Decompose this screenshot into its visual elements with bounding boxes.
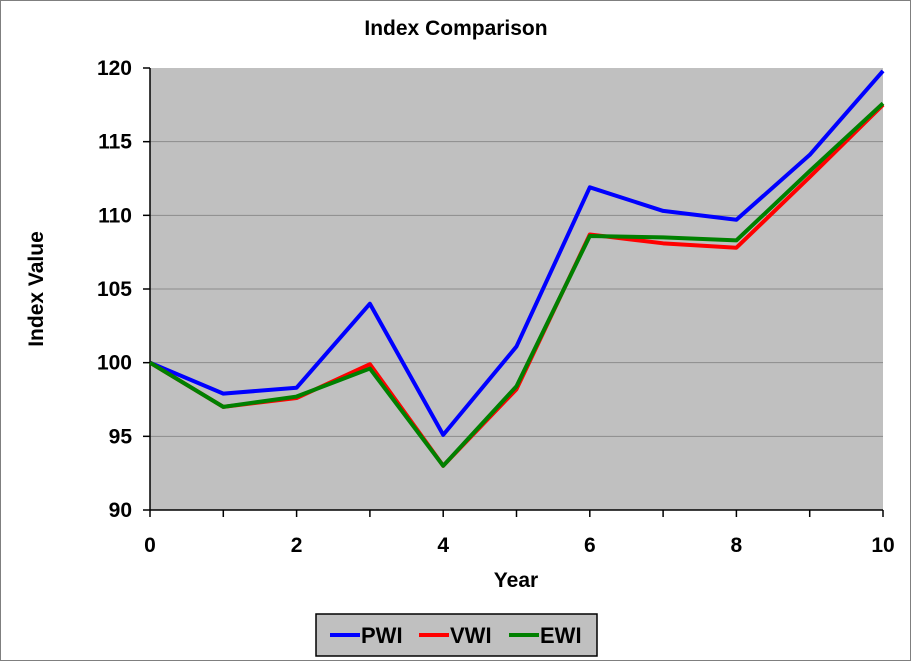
x-tick-label: 8 <box>731 534 743 557</box>
chart-title: Index Comparison <box>364 17 547 40</box>
y-tick-label: 105 <box>97 278 132 301</box>
axes: 90 95 100 105 110 115 120 0 2 4 6 8 10 <box>97 57 895 557</box>
legend-label-pwi: PWI <box>361 623 403 648</box>
legend-label-ewi: EWI <box>540 623 582 648</box>
y-axis-title: Index Value <box>25 231 48 347</box>
y-tick-label: 100 <box>97 352 132 375</box>
series-line-ewi <box>148 101 885 468</box>
data-series <box>148 69 885 468</box>
y-tick-label: 110 <box>98 204 132 227</box>
x-tick-label: 6 <box>584 534 596 557</box>
grid-lines <box>150 141 883 437</box>
x-tick-label: 0 <box>144 534 156 557</box>
legend-label-vwi: VWI <box>450 623 492 648</box>
y-tick-label: 90 <box>109 499 132 522</box>
x-tick-label: 2 <box>291 534 303 557</box>
y-tick-label: 120 <box>97 57 132 80</box>
legend-box <box>315 613 598 657</box>
legend-items: PWI VWI EWI <box>330 623 582 648</box>
series-line-pwi <box>149 69 885 437</box>
x-tick-label: 10 <box>871 534 894 557</box>
legend: PWI VWI EWI <box>315 613 598 657</box>
x-tick-label: 4 <box>437 534 449 557</box>
y-tick-label: 115 <box>98 131 132 154</box>
x-axis-title: Year <box>494 569 538 592</box>
y-tick-label: 95 <box>109 425 133 448</box>
